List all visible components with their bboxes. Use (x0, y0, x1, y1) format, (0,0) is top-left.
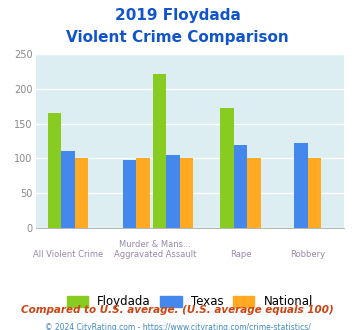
Bar (180, 158, 193, 228)
Text: All Violent Crime: All Violent Crime (33, 250, 103, 259)
Text: © 2024 CityRating.com - https://www.cityrating.com/crime-statistics/: © 2024 CityRating.com - https://www.city… (45, 323, 310, 330)
Text: Aggravated Assault: Aggravated Assault (114, 250, 196, 259)
Bar (220, 108, 234, 228)
Text: Robbery: Robbery (290, 250, 325, 259)
Legend: Floydada, Texas, National: Floydada, Texas, National (67, 295, 313, 309)
Bar (234, 145, 247, 228)
Text: Compared to U.S. average. (U.S. average equals 100): Compared to U.S. average. (U.S. average … (21, 305, 334, 315)
Bar (294, 143, 308, 228)
Bar (166, 155, 180, 228)
Bar (61, 151, 75, 228)
Text: 2019 Floydada: 2019 Floydada (115, 8, 240, 23)
Bar (136, 158, 150, 228)
Bar (75, 158, 88, 228)
Bar (123, 160, 136, 228)
Text: Violent Crime Comparison: Violent Crime Comparison (66, 30, 289, 45)
Bar (48, 113, 61, 228)
Text: Rape: Rape (230, 250, 251, 259)
Bar (308, 158, 321, 228)
Text: Murder & Mans...: Murder & Mans... (119, 240, 191, 249)
Bar (153, 74, 166, 228)
Bar (247, 158, 261, 228)
